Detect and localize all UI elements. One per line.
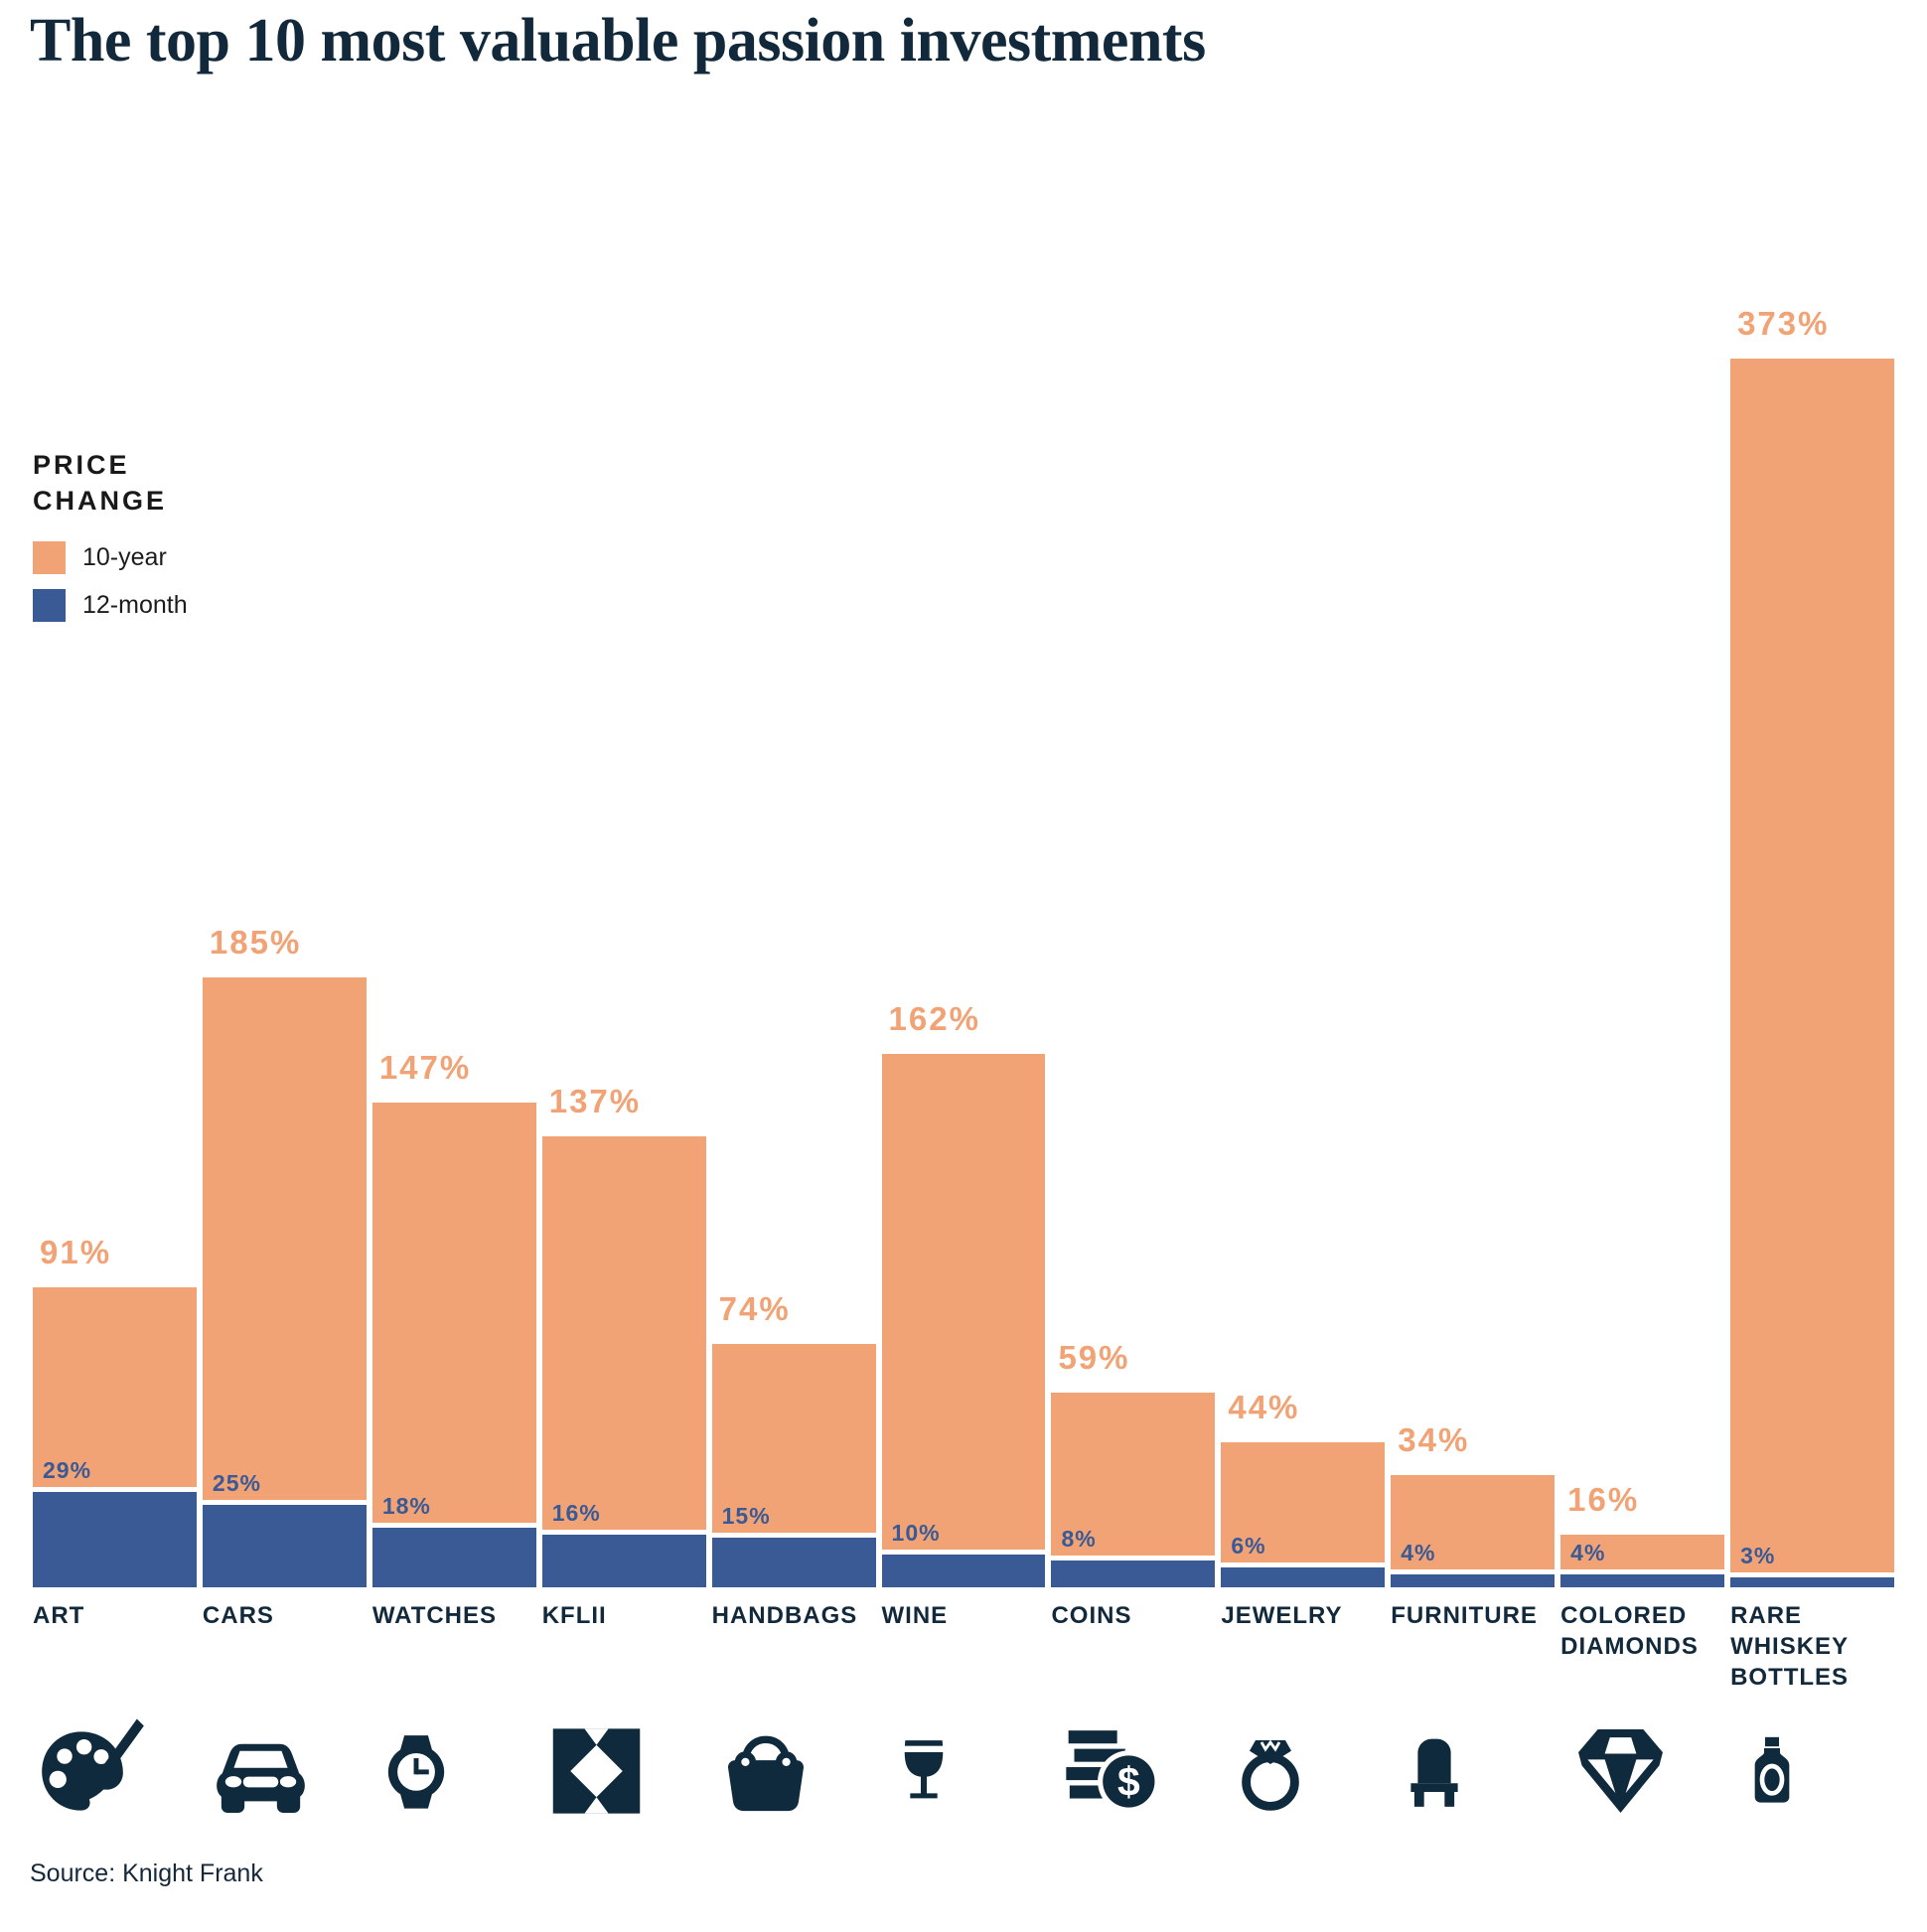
kflii-logo-icon (542, 1715, 706, 1827)
bar-segment-10yr (881, 1054, 1046, 1550)
ring-icon (1221, 1715, 1385, 1827)
value-label-12mo: 4% (1401, 1540, 1436, 1565)
value-label-10yr: 147% (378, 1049, 472, 1086)
value-label-12mo: 29% (43, 1457, 92, 1483)
palette-brush-icon (33, 1715, 197, 1827)
value-label-10yr: 91% (40, 1234, 112, 1270)
value-label-12mo: 6% (1231, 1533, 1266, 1559)
bar-group: 162% 10% (881, 356, 1046, 1587)
value-label-10yr: 34% (1398, 1421, 1470, 1458)
value-label-10yr: 44% (1228, 1389, 1300, 1425)
wine-glass-icon (882, 1715, 1046, 1827)
legend-title: PRICE CHANGE (33, 450, 168, 517)
category-label: HANDBAGS (711, 1602, 858, 1629)
bar-segment-12mo (371, 1528, 536, 1587)
bar-group: 74% 15% (711, 356, 876, 1587)
bar-segment-10yr (371, 1103, 536, 1523)
category-labels-row: ART CARS WATCHES KFLII HANDBAGS WINE COINS JEWE… (33, 1600, 1894, 1694)
legend-swatch-icon (33, 540, 66, 574)
category-label: WATCHES (371, 1602, 498, 1629)
bar-segment-12mo (881, 1555, 1046, 1587)
bar-group: 137% 16% (541, 356, 706, 1587)
value-label-10yr: 162% (888, 1000, 980, 1037)
value-label-12mo: 10% (891, 1520, 941, 1546)
value-label-10yr: 137% (548, 1083, 642, 1119)
bar-segment-10yr (33, 1287, 197, 1487)
bar-segment-12mo (1560, 1574, 1725, 1587)
value-label-10yr: 74% (718, 1290, 791, 1327)
bar-segment-10yr (1560, 1535, 1725, 1569)
bar-segment-12mo (1221, 1567, 1386, 1587)
watch-icon (372, 1715, 536, 1827)
bar-segment-10yr (202, 977, 367, 1500)
value-label-12mo: 25% (212, 1470, 261, 1496)
category-label: COINS (1051, 1602, 1132, 1629)
bar-group: 185% 25% (202, 356, 367, 1587)
legend-item: 10-year (33, 540, 261, 574)
bar-group: 373% 3% (1730, 305, 1894, 1587)
bar-segment-12mo (1051, 1560, 1216, 1587)
bar-segment-12mo (33, 1492, 197, 1587)
bar-group: 59% 8% (1051, 356, 1216, 1587)
category-label: JEWELRY (1221, 1602, 1343, 1629)
legend: PRICE CHANGE 10-year 12-month (33, 447, 261, 637)
car-icon (203, 1715, 367, 1827)
legend-item: 12-month (33, 588, 261, 622)
legend-label: 10-year (82, 542, 167, 571)
chair-icon (1391, 1715, 1555, 1827)
legend-swatch-icon (33, 588, 66, 622)
category-label: RARE WHISKEY BOTTLES (1730, 1602, 1850, 1692)
bar-segment-10yr (1221, 1442, 1386, 1562)
category-label: KFLII (541, 1602, 607, 1629)
bar-group: 147% 18% (371, 356, 536, 1587)
category-label: WINE (881, 1602, 949, 1629)
value-label-10yr: 59% (1058, 1339, 1130, 1376)
bar-segment-12mo (202, 1505, 367, 1587)
bar-segment-10yr (1730, 359, 1894, 1572)
chart-title: The top 10 most valuable passion investm… (30, 7, 1206, 74)
bar-segment-10yr (1051, 1393, 1216, 1556)
bar-group: 34% 4% (1391, 356, 1556, 1587)
bar-segment-10yr (711, 1344, 876, 1533)
category-label: CARS (202, 1602, 274, 1629)
bars-area: 91% 29% 185% 25% 147% 18% 137% 16% 74% 15% 162% 10%… (33, 305, 1894, 1587)
value-label-10yr: 185% (209, 924, 302, 961)
bar-segment-12mo (711, 1538, 876, 1587)
value-label-12mo: 4% (1570, 1540, 1606, 1565)
diamond-icon (1560, 1715, 1724, 1827)
bar-segment-12mo (541, 1535, 706, 1587)
svg-text:$: $ (1117, 1758, 1140, 1804)
value-label-10yr: 373% (1737, 305, 1830, 342)
category-label: FURNITURE (1391, 1602, 1538, 1629)
value-label-12mo: 8% (1061, 1526, 1097, 1552)
whiskey-bottle-icon (1730, 1715, 1894, 1827)
coins-icon: $ (1051, 1715, 1215, 1827)
value-label-12mo: 18% (381, 1493, 431, 1519)
bar-segment-10yr (541, 1136, 706, 1530)
category-label: ART (33, 1602, 85, 1629)
bar-group: 44% 6% (1221, 356, 1386, 1587)
handbag-icon (712, 1715, 876, 1827)
value-label-12mo: 3% (1740, 1543, 1776, 1568)
bar-segment-10yr (1391, 1475, 1556, 1569)
legend-label: 12-month (82, 590, 188, 619)
bar-group: 16% 4% (1560, 356, 1725, 1587)
value-label-12mo: 15% (721, 1503, 771, 1529)
value-label-12mo: 16% (551, 1500, 601, 1526)
bar-segment-12mo (1391, 1574, 1556, 1587)
bar-segment-12mo (1730, 1577, 1894, 1587)
category-icons-row: $ (33, 1715, 1894, 1827)
source-note: Source: Knight Frank (30, 1859, 263, 1887)
value-label-10yr: 16% (1567, 1481, 1640, 1518)
bar-chart: 91% 29% 185% 25% 147% 18% 137% 16% 74% 15% 162% 10%… (33, 305, 1894, 1827)
category-label: COLORED DIAMONDS (1560, 1602, 1699, 1661)
bar-group: 91% 29% (33, 356, 197, 1587)
